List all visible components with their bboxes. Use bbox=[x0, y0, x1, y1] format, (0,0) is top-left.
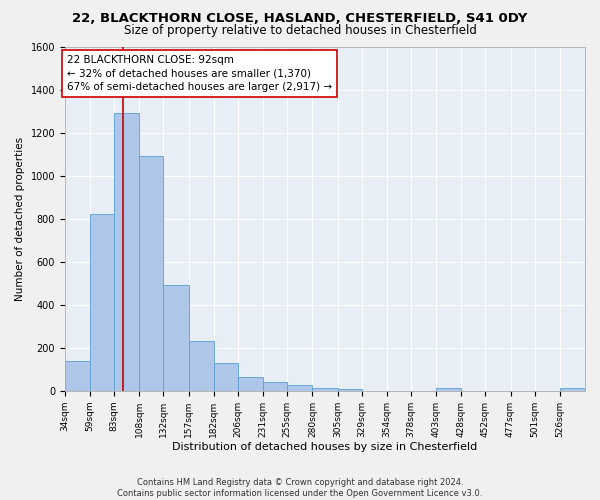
Bar bbox=[263, 382, 287, 391]
Bar bbox=[214, 363, 238, 391]
Text: Size of property relative to detached houses in Chesterfield: Size of property relative to detached ho… bbox=[124, 24, 476, 37]
Text: 22 BLACKTHORN CLOSE: 92sqm
← 32% of detached houses are smaller (1,370)
67% of s: 22 BLACKTHORN CLOSE: 92sqm ← 32% of deta… bbox=[67, 55, 332, 92]
Bar bbox=[436, 388, 461, 391]
X-axis label: Distribution of detached houses by size in Chesterfield: Distribution of detached houses by size … bbox=[172, 442, 478, 452]
Bar bbox=[338, 388, 362, 391]
Y-axis label: Number of detached properties: Number of detached properties bbox=[15, 136, 25, 300]
Bar bbox=[65, 360, 90, 391]
Bar bbox=[238, 377, 263, 391]
Bar bbox=[90, 214, 114, 391]
Bar bbox=[188, 342, 214, 391]
Bar bbox=[287, 386, 313, 391]
Bar bbox=[114, 113, 139, 391]
Bar bbox=[139, 156, 163, 391]
Bar bbox=[560, 388, 585, 391]
Text: 22, BLACKTHORN CLOSE, HASLAND, CHESTERFIELD, S41 0DY: 22, BLACKTHORN CLOSE, HASLAND, CHESTERFI… bbox=[73, 12, 527, 26]
Bar bbox=[163, 286, 188, 391]
Text: Contains HM Land Registry data © Crown copyright and database right 2024.
Contai: Contains HM Land Registry data © Crown c… bbox=[118, 478, 482, 498]
Bar bbox=[313, 388, 338, 391]
